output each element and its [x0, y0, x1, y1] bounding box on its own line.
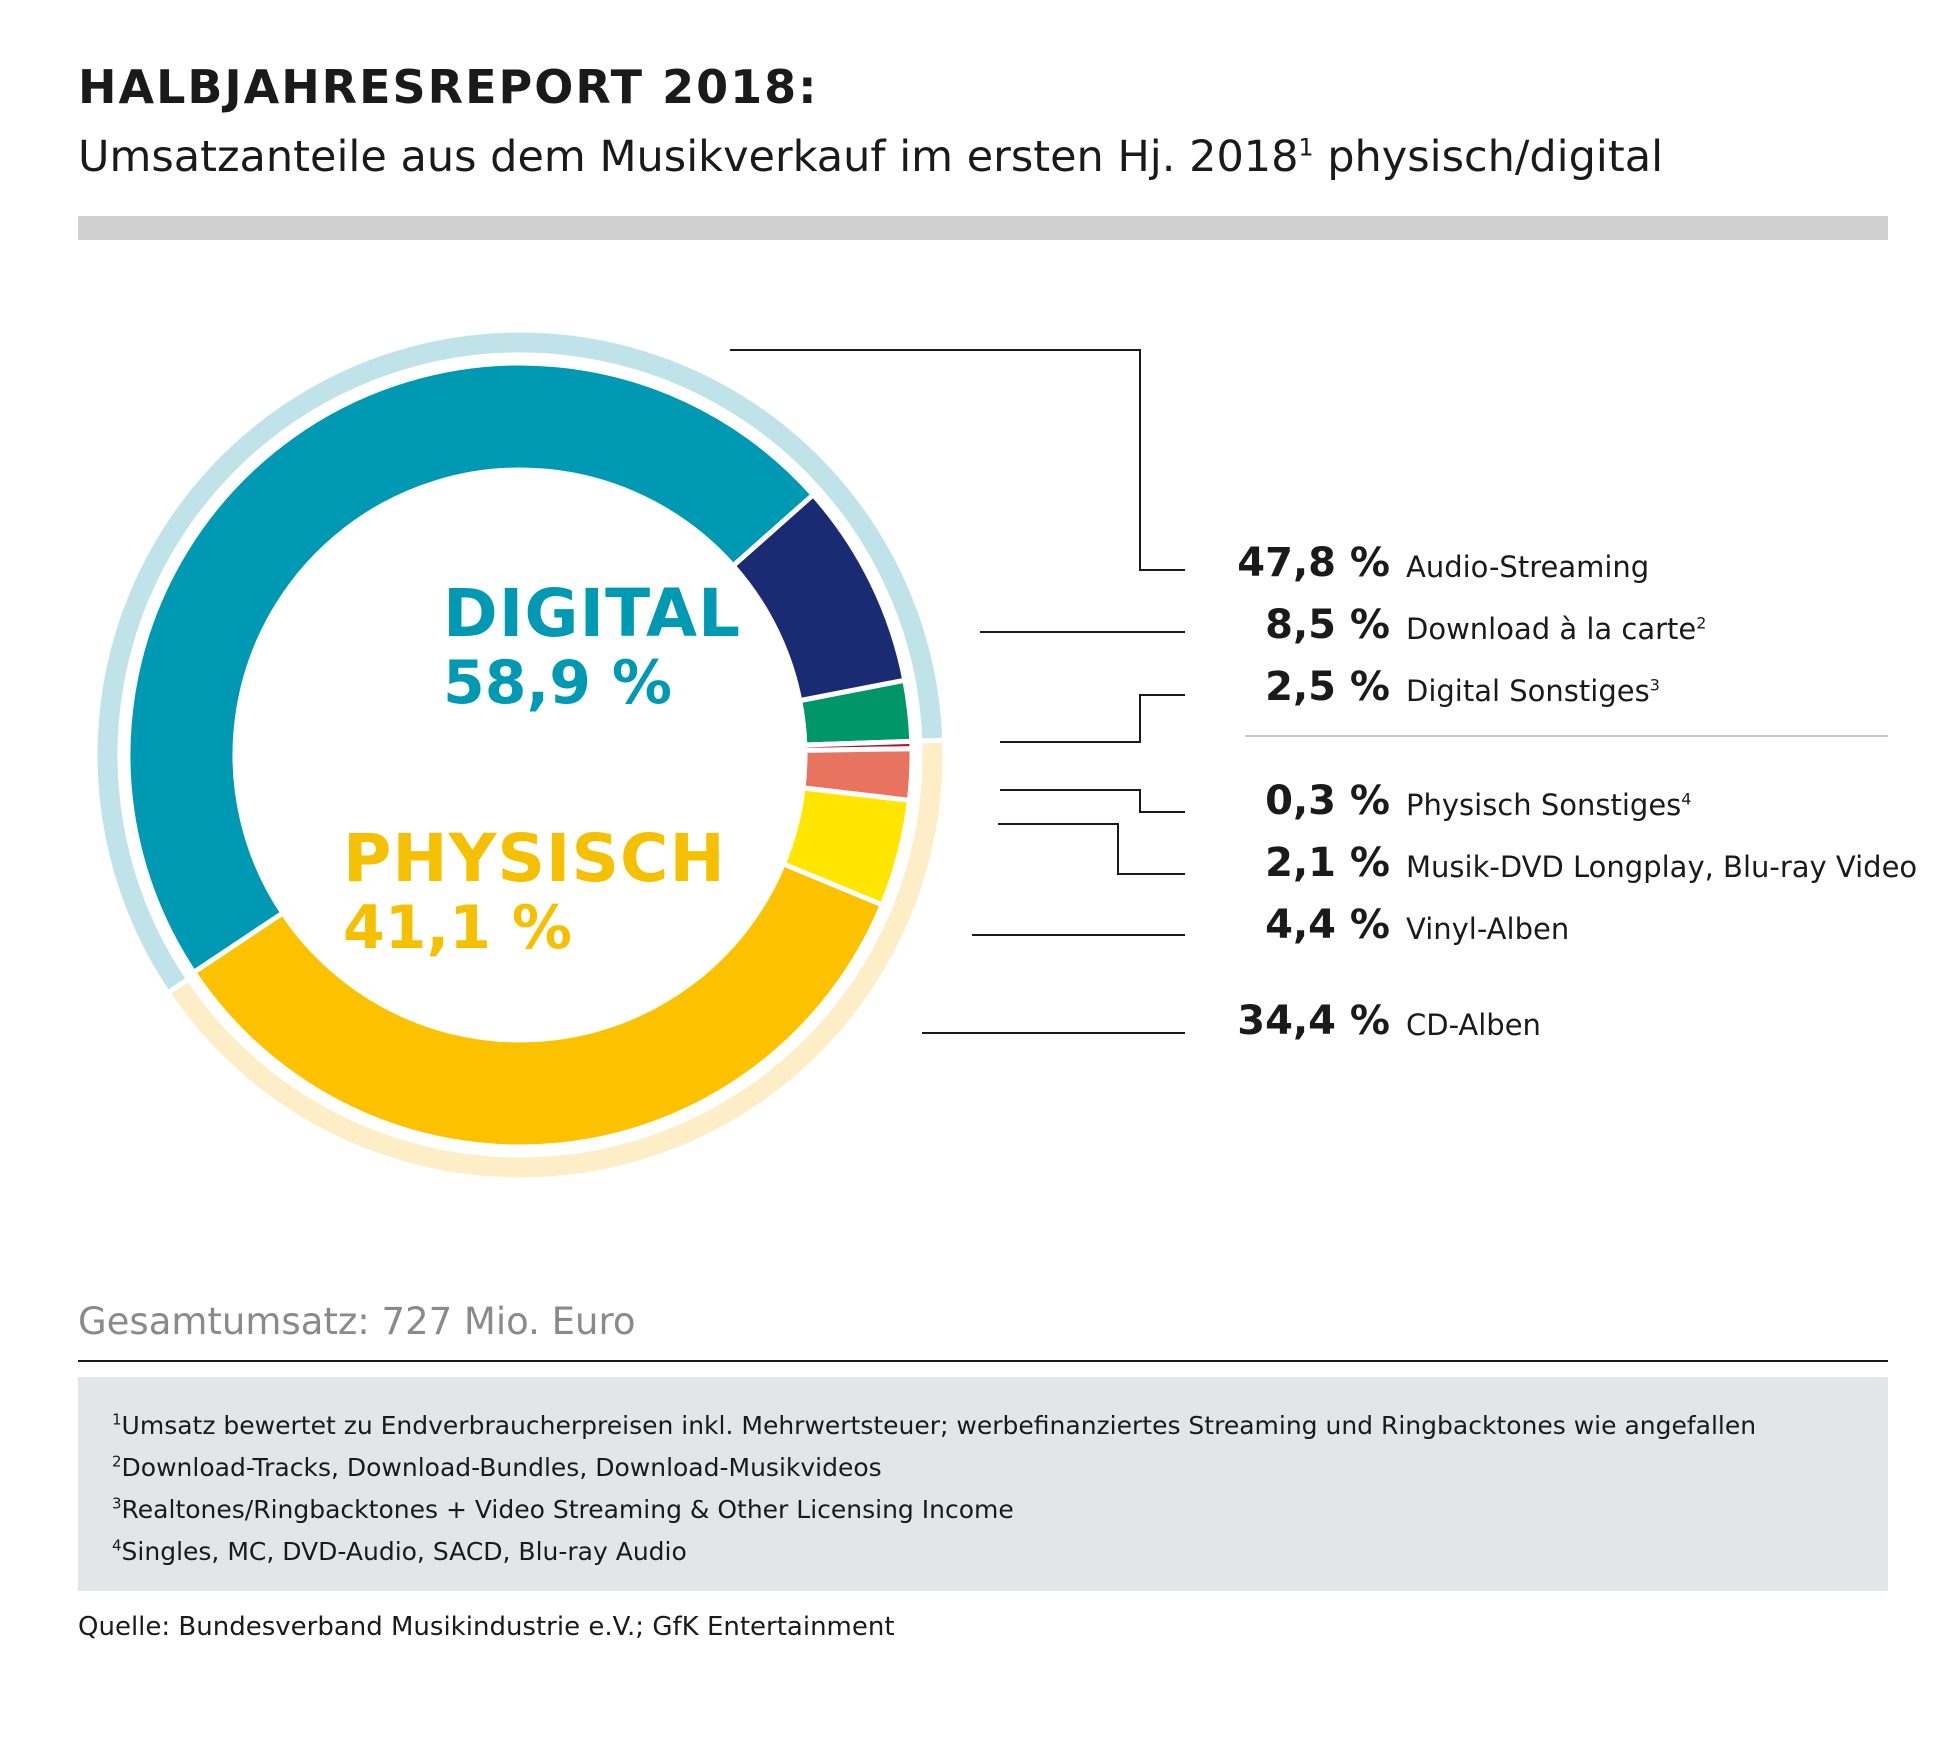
- physisch-group-label: PHYSISCH: [343, 820, 726, 897]
- subtitle-text: Umsatzanteile aus dem Musikverkauf im er…: [78, 132, 1299, 182]
- legend-item: 4,4 % Vinyl-Alben: [1180, 902, 1940, 958]
- leader-line: [998, 823, 1185, 875]
- slice-cd-alben: [190, 860, 886, 1150]
- footnote-4: 4Singles, MC, DVD-Audio, SACD, Blu-ray A…: [112, 1536, 687, 1566]
- legend-value: 47,8 %: [1237, 540, 1390, 586]
- footnotes-box: 1Umsatz bewertet zu Endverbraucherpreise…: [78, 1377, 1888, 1591]
- legend-item: 34,4 % CD-Alben: [1180, 998, 1940, 1054]
- leader-line: [1000, 789, 1185, 813]
- legend-value: 34,4 %: [1237, 998, 1390, 1044]
- legend-value: 2,5 %: [1265, 664, 1390, 710]
- legend-label: Download à la carte2: [1406, 612, 1707, 646]
- slice-download-la-carte: [729, 491, 908, 704]
- legend-footnote-mark: 4: [1681, 789, 1692, 809]
- footnote-1: 1Umsatz bewertet zu Endverbraucherpreise…: [112, 1410, 1757, 1440]
- subtitle-tail: physisch/digital: [1313, 132, 1664, 182]
- slice-audio-streaming: [125, 360, 817, 976]
- legend-value: 8,5 %: [1265, 602, 1390, 648]
- group-band-physisch: [164, 737, 948, 1183]
- legend-item: 2,5 % Digital Sonstiges3: [1180, 664, 1940, 720]
- leader-line: [730, 349, 1185, 571]
- total-revenue: Gesamtumsatz: 727 Mio. Euro: [78, 1300, 636, 1343]
- legend-label: Digital Sonstiges3: [1406, 674, 1660, 708]
- footer-divider: [78, 1360, 1888, 1362]
- digital-group-label: DIGITAL: [443, 575, 742, 652]
- donut-chart: [95, 330, 1185, 1183]
- legend-value: 4,4 %: [1265, 902, 1390, 948]
- leader-line: [1000, 694, 1185, 743]
- footnote-3: 3Realtones/Ringbacktones + Video Streami…: [112, 1494, 1014, 1524]
- legend-item: 8,5 % Download à la carte2: [1180, 602, 1940, 658]
- physisch-group-value: 41,1 %: [343, 893, 573, 963]
- legend-label: Physisch Sonstiges4: [1406, 788, 1692, 822]
- legend-item: 0,3 % Physisch Sonstiges4: [1180, 778, 1940, 834]
- legend-label: Musik-DVD Longplay, Blu-ray Video: [1406, 850, 1918, 884]
- source-note: Quelle: Bundesverband Musikindustrie e.V…: [78, 1612, 895, 1642]
- title-divider-bar: [78, 216, 1888, 240]
- legend-item: 47,8 % Audio-Streaming: [1180, 540, 1940, 596]
- legend-item: 2,1 % Musik-DVD Longplay, Blu-ray Video: [1180, 840, 1940, 896]
- legend-group-divider: [1245, 735, 1888, 737]
- subtitle-footnote-mark: 1: [1298, 133, 1314, 162]
- legend-footnote-mark: 2: [1696, 613, 1707, 633]
- legend-label: Vinyl-Alben: [1406, 912, 1570, 946]
- digital-group-value: 58,9 %: [443, 648, 673, 718]
- chart-subtitle: Umsatzanteile aus dem Musikverkauf im er…: [78, 132, 1663, 182]
- legend-value: 2,1 %: [1265, 840, 1390, 886]
- legend-label: Audio-Streaming: [1406, 550, 1650, 584]
- legend-value: 0,3 %: [1265, 778, 1390, 824]
- chart-title: HALBJAHRESREPORT 2018:: [78, 60, 819, 114]
- legend-footnote-mark: 3: [1649, 675, 1660, 695]
- footnote-2: 2Download-Tracks, Download-Bundles, Down…: [112, 1452, 882, 1482]
- legend-label: CD-Alben: [1406, 1008, 1541, 1042]
